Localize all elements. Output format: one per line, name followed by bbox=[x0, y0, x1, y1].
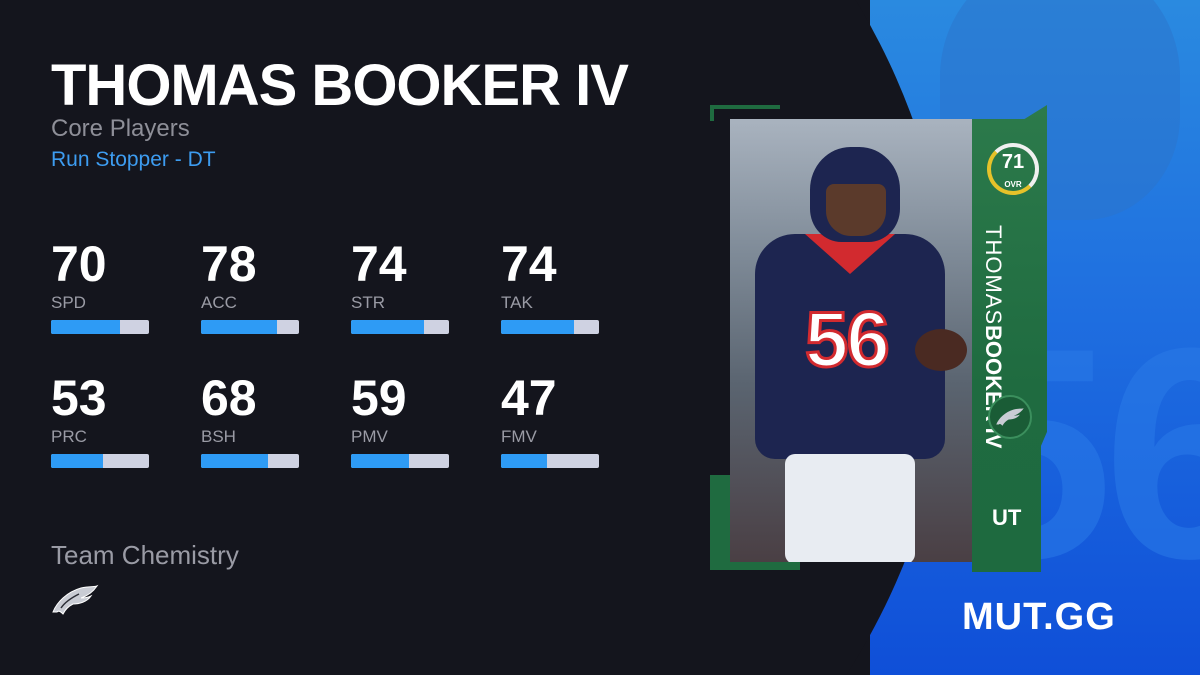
stat-bar bbox=[351, 320, 449, 334]
stat-bar-fill bbox=[201, 320, 278, 334]
stat-str: 74 STR bbox=[351, 238, 501, 334]
eagles-logo-icon bbox=[996, 408, 1024, 426]
jersey-number: 56 bbox=[804, 294, 892, 385]
stat-tak: 74 TAK bbox=[501, 238, 651, 334]
stat-value: 53 bbox=[51, 370, 107, 426]
ovr-ring-icon bbox=[987, 143, 1039, 195]
stat-bar bbox=[351, 454, 449, 468]
stat-bar-fill bbox=[51, 454, 103, 468]
stat-spd: 70 SPD bbox=[51, 238, 201, 334]
card-frame-top bbox=[710, 105, 780, 121]
stat-prc: 53 PRC bbox=[51, 372, 201, 468]
ovr-label: OVR bbox=[1004, 180, 1022, 189]
stat-bar bbox=[51, 320, 149, 334]
stat-value: 47 bbox=[501, 370, 557, 426]
stat-value: 74 bbox=[351, 236, 407, 292]
stat-bar-fill bbox=[51, 320, 120, 334]
stat-label: FMV bbox=[501, 427, 537, 446]
stat-bar-fill bbox=[351, 320, 424, 334]
card-frame-bottom bbox=[710, 560, 800, 570]
archetype: Run Stopper - DT bbox=[51, 148, 216, 171]
ovr-value: 71 bbox=[1001, 151, 1025, 173]
stat-label: SPD bbox=[51, 293, 86, 312]
stats-grid: 70 SPD 78 ACC 74 STR 74 TAK 53 PRC 68 BS… bbox=[51, 238, 651, 468]
player-name: THOMAS BOOKER IV bbox=[51, 53, 629, 118]
stat-bar bbox=[201, 320, 299, 334]
face bbox=[826, 184, 886, 236]
brand-logo[interactable]: MUT.GG bbox=[962, 596, 1116, 638]
card-frame-left bbox=[710, 475, 730, 570]
card-side-panel: 71 OVR THOMAS BOOKER IV UT bbox=[972, 105, 1047, 572]
stat-label: PRC bbox=[51, 427, 87, 446]
stat-bar bbox=[51, 454, 149, 468]
stat-bar bbox=[501, 320, 599, 334]
stat-label: BSH bbox=[201, 427, 236, 446]
stat-bar-fill bbox=[501, 320, 574, 334]
stat-label: TAK bbox=[501, 293, 533, 312]
stat-fmv: 47 FMV bbox=[501, 372, 651, 468]
stat-value: 70 bbox=[51, 236, 107, 292]
card-team-badge bbox=[988, 395, 1032, 439]
stat-pmv: 59 PMV bbox=[351, 372, 501, 468]
stat-label: PMV bbox=[351, 427, 388, 446]
team-chemistry-label: Team Chemistry bbox=[51, 540, 239, 570]
stat-bar-fill bbox=[501, 454, 548, 468]
card-player-name: THOMAS BOOKER IV bbox=[980, 225, 1006, 449]
stat-value: 68 bbox=[201, 370, 257, 426]
player-card[interactable]: 56 71 OVR THOMAS BOOKER IV UT bbox=[710, 105, 1050, 572]
eagles-logo-icon bbox=[52, 584, 99, 615]
stat-bar-fill bbox=[201, 454, 268, 468]
program-name: Core Players bbox=[51, 115, 190, 142]
stat-value: 59 bbox=[351, 370, 407, 426]
stat-acc: 78 ACC bbox=[201, 238, 351, 334]
player-photo: 56 bbox=[730, 119, 980, 562]
stat-bar-fill bbox=[351, 454, 409, 468]
stat-value: 78 bbox=[201, 236, 257, 292]
football bbox=[915, 329, 967, 371]
stat-value: 74 bbox=[501, 236, 557, 292]
card-badge-ut: UT bbox=[992, 505, 1022, 530]
stat-bsh: 68 BSH bbox=[201, 372, 351, 468]
stat-label: STR bbox=[351, 293, 385, 312]
pants bbox=[785, 454, 915, 562]
stat-label: ACC bbox=[201, 293, 237, 312]
card-first-name: THOMAS bbox=[981, 225, 1006, 326]
stat-bar bbox=[201, 454, 299, 468]
stat-bar bbox=[501, 454, 599, 468]
